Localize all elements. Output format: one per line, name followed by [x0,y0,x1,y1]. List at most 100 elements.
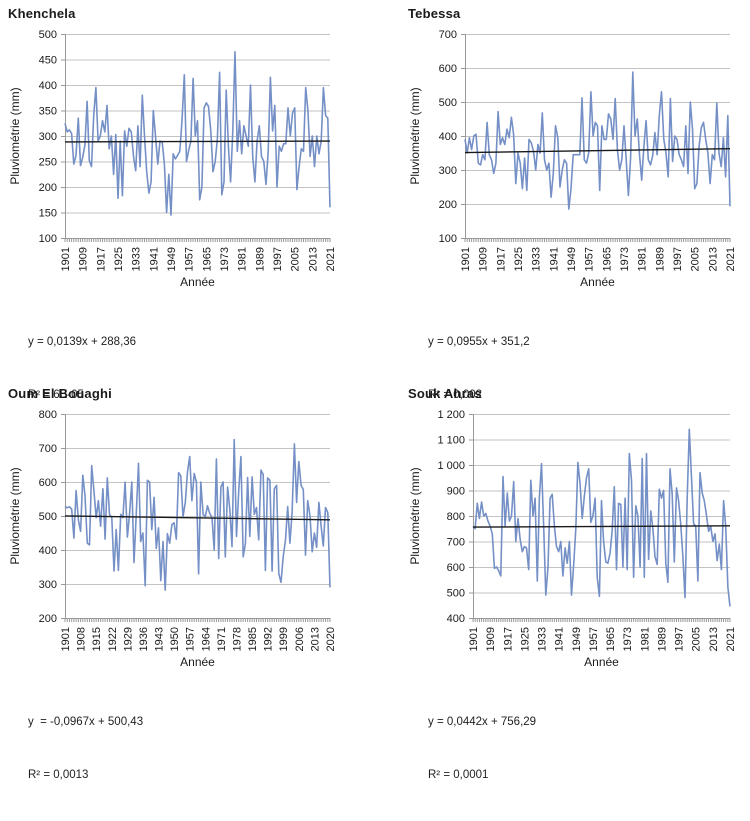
svg-text:1941: 1941 [148,247,160,271]
svg-text:350: 350 [39,106,57,118]
svg-text:2013: 2013 [708,627,720,651]
svg-text:1925: 1925 [113,247,125,271]
y-axis-labels: 200 300 400 500 600 700 800 [39,409,57,625]
series-line [472,428,731,607]
chart-canvas: 100 200 300 400 500 600 700 1901 1909 1917 1925 193… [408,29,737,289]
svg-text:900: 900 [447,486,465,498]
svg-text:1989: 1989 [254,247,266,271]
chart-canvas: 200 300 400 500 600 700 800 1901 1908 1915 1922 192… [8,409,337,669]
trend-line [64,140,331,143]
trend-equation-block: y = -0,0967x + 500,43 R² = 0,0013 [28,678,360,821]
svg-text:1909: 1909 [78,247,90,271]
svg-text:800: 800 [447,511,465,523]
svg-text:1917: 1917 [502,627,514,651]
svg-text:1941: 1941 [554,627,566,651]
svg-text:1933: 1933 [531,247,543,271]
svg-text:2021: 2021 [325,247,337,271]
svg-text:1957: 1957 [184,247,196,271]
svg-text:400: 400 [39,80,57,92]
x-axis-labels: 1901 1909 1917 1925 1933 1941 1949 1957 1965 1973… [460,247,737,271]
y-axis-title: Pluviométrie (mm) [408,467,422,564]
r-squared-line: R² = 0,0013 [28,769,89,782]
chart-canvas-oum-el-bouaghi: 200 300 400 500 600 700 800 1901 1908 1915 1922 192… [8,408,338,670]
svg-text:2021: 2021 [725,627,737,651]
svg-text:300: 300 [39,579,57,591]
y-axis-title: Pluviométrie (mm) [408,87,422,184]
svg-text:1989: 1989 [654,247,666,271]
svg-text:1965: 1965 [201,247,213,271]
trend-line [64,515,331,521]
svg-text:300: 300 [439,165,457,177]
svg-text:2013: 2013 [307,247,319,271]
svg-text:250: 250 [39,157,57,169]
svg-text:1922: 1922 [107,627,119,651]
svg-text:1 200: 1 200 [437,409,465,421]
svg-text:1989: 1989 [656,627,668,651]
chart-title-khenchela: Khenchela [8,6,76,21]
svg-text:2021: 2021 [725,247,737,271]
svg-text:1917: 1917 [495,247,507,271]
svg-text:1978: 1978 [231,627,243,651]
svg-text:200: 200 [39,613,57,625]
svg-text:600: 600 [39,477,57,489]
svg-text:1917: 1917 [95,247,107,271]
svg-text:1965: 1965 [601,247,613,271]
svg-text:1949: 1949 [571,627,583,651]
svg-text:1 100: 1 100 [437,435,465,447]
svg-text:2006: 2006 [294,627,306,651]
svg-text:1950: 1950 [169,627,181,651]
svg-text:400: 400 [439,131,457,143]
svg-text:1909: 1909 [485,627,497,651]
svg-text:2005: 2005 [691,627,703,651]
svg-text:1957: 1957 [185,627,197,651]
svg-text:1981: 1981 [637,247,649,271]
svg-text:1915: 1915 [91,627,103,651]
svg-text:2005: 2005 [290,247,302,271]
trend-equation-block: y = 0,0955x + 351,2 R² = 0,002 [428,298,750,441]
chart-canvas-tebessa: 100 200 300 400 500 600 700 1901 1909 1917 1925 193… [408,28,738,290]
svg-text:1971: 1971 [216,627,228,651]
svg-text:1933: 1933 [537,627,549,651]
x-minor-ticks [64,618,331,622]
r-squared-line: R² = 0,002 [428,389,483,402]
trend-line [464,148,731,154]
svg-text:1957: 1957 [588,627,600,651]
svg-text:1 000: 1 000 [437,460,465,472]
svg-text:1964: 1964 [200,627,212,651]
r-squared-line: R² = 6E-05 [28,389,84,402]
y-axis-labels: 400 500 600 700 800 900 1 000 1 100 1 200 [437,409,465,625]
svg-text:700: 700 [439,29,457,41]
svg-text:1925: 1925 [513,247,525,271]
svg-text:1943: 1943 [154,627,166,651]
svg-text:150: 150 [39,208,57,220]
chart-title-tebessa: Tebessa [408,6,461,21]
equation-line: y = 0,0442x + 756,29 [428,715,537,728]
x-minor-ticks [64,238,331,242]
equation-line: y = 0,0139x + 288,36 [28,335,137,348]
series-line [64,438,331,591]
svg-text:1999: 1999 [278,627,290,651]
svg-text:1901: 1901 [60,247,72,271]
svg-text:2013: 2013 [707,247,719,271]
y-axis-labels: 100 150 200 250 300 350 400 450 500 [39,29,57,245]
svg-text:1936: 1936 [138,627,150,651]
chart-panel-tebessa: Tebessa 100 200 300 400 500 600 700 1901 1909 191… [408,6,750,441]
x-axis-labels: 1901 1908 1915 1922 1929 1936 1943 1950 1957 1964… [60,627,337,651]
svg-text:100: 100 [39,233,57,245]
series-line [464,71,731,210]
svg-text:450: 450 [39,55,57,67]
svg-text:1929: 1929 [122,627,134,651]
trend-line [472,525,731,528]
trend-equation-block: y = 0,0442x + 756,29 R² = 0,0001 [428,678,750,821]
chart-title-oum-el-bouaghi: Oum El Bouaghi [8,386,112,401]
chart-panel-oum-el-bouaghi: Oum El Bouaghi 200 300 400 500 600 700 800 1901… [8,386,360,821]
x-axis-title: Année [180,275,215,289]
svg-text:2013: 2013 [309,627,321,651]
svg-text:700: 700 [39,443,57,455]
chart-canvas-souk-ahras: 400 500 600 700 800 900 1 000 1 100 1 200 1901 190… [408,408,738,670]
svg-text:1909: 1909 [478,247,490,271]
svg-text:1901: 1901 [468,627,480,651]
svg-text:1901: 1901 [460,247,472,271]
